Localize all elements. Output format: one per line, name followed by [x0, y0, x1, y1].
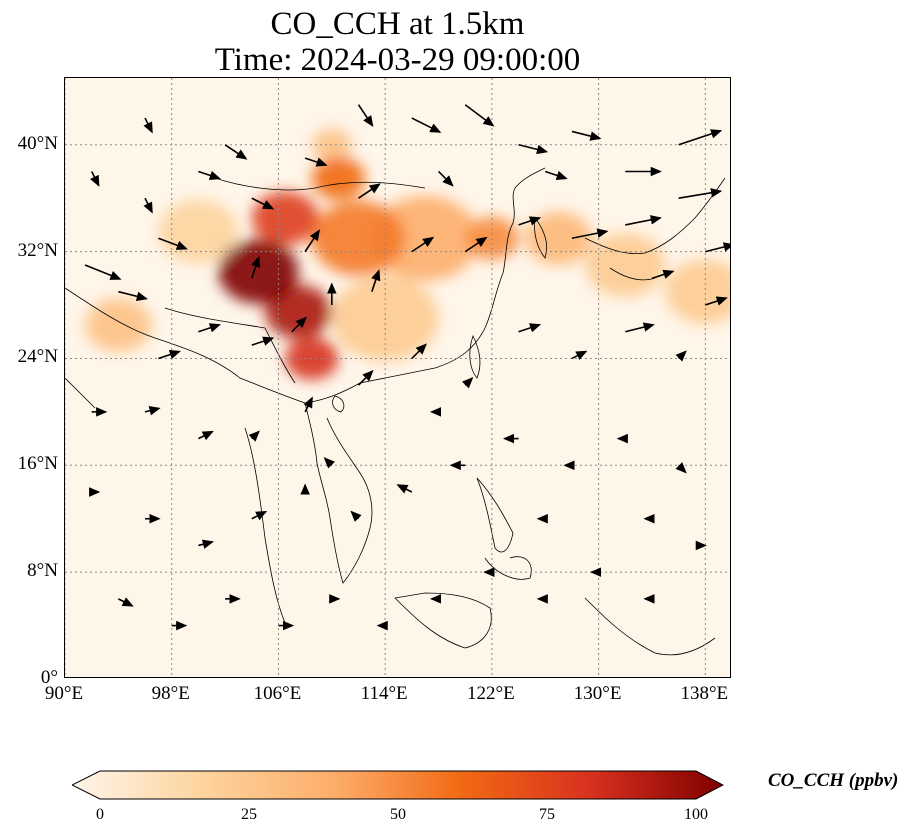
wind-arrow	[158, 349, 181, 360]
coastlines	[65, 167, 726, 656]
wind-arrow	[224, 144, 248, 160]
longitude-tick-label: 138°E	[680, 683, 729, 704]
colorbar-label: CO_CCH (ppbv)	[768, 770, 899, 791]
wind-arrow	[518, 216, 542, 226]
map-canvas	[65, 78, 730, 677]
longitude-tick-label: 90°E	[44, 683, 84, 704]
wind-arrow	[464, 104, 495, 127]
wind-arrow	[198, 430, 214, 441]
latitude-tick-label: 16°N	[17, 453, 58, 475]
wind-arrow	[357, 104, 374, 128]
wind-arrow	[304, 157, 328, 167]
map-gridlines	[65, 78, 730, 677]
concentration-field	[85, 128, 730, 380]
wind-arrow	[678, 188, 723, 199]
co-plume	[665, 259, 730, 324]
latitude-tick-label: 40°N	[17, 132, 58, 154]
wind-arrow	[323, 457, 335, 469]
wind-arrow	[198, 539, 214, 549]
wind-arrow	[143, 197, 153, 214]
colorbar-tick-label: 0	[96, 806, 104, 823]
longitude-tick-label: 130°E	[573, 683, 622, 704]
wind-arrow	[251, 197, 275, 210]
wind-arrow	[464, 236, 488, 253]
wind-arrow	[571, 350, 588, 361]
wind-arrow	[411, 117, 442, 133]
plot-timestamp: Time: 2024-03-29 09:00:00	[214, 42, 581, 78]
wind-arrow	[358, 183, 381, 199]
wind-arrow	[251, 511, 268, 521]
wind-arrow	[705, 296, 728, 306]
wind-arrow	[678, 129, 723, 146]
colorbar-tick-label: 25	[241, 806, 257, 823]
wind-arrow	[251, 255, 261, 279]
latitude-tick-label: 0°	[40, 667, 58, 688]
longitude-tick-label: 98°E	[151, 683, 190, 704]
colorbar-tick-label: 50	[390, 806, 406, 823]
wind-arrow	[625, 322, 655, 333]
wind-arrow	[144, 406, 161, 416]
wind-arrow	[705, 242, 730, 253]
co-plume	[585, 232, 666, 297]
colorbar-gradient	[72, 770, 724, 800]
wind-arrow	[462, 377, 474, 389]
co-plume	[251, 191, 319, 245]
colorbar-tick-label: 100	[684, 806, 708, 823]
plot-title: CO_CCH at 1.5km	[270, 6, 525, 42]
wind-arrow	[651, 269, 675, 280]
wind-arrow	[625, 215, 662, 226]
longitude-tick-label: 106°E	[253, 683, 302, 704]
wind-arrow	[350, 510, 362, 522]
wind-arrow	[675, 350, 687, 362]
wind-arrow	[291, 316, 307, 333]
co-plume	[265, 285, 332, 339]
wind-arrow	[118, 597, 134, 607]
wind-arrow	[675, 462, 687, 474]
wind-arrow	[304, 229, 321, 253]
wind-arrow	[84, 264, 122, 280]
wind-arrow	[396, 484, 413, 494]
wind-arrow	[357, 370, 374, 386]
wind-arrow	[518, 144, 549, 155]
wind-arrow	[571, 228, 609, 240]
latitude-tick-label: 32°N	[17, 239, 58, 261]
wind-arrow	[198, 170, 221, 181]
wind-arrow	[437, 170, 454, 187]
map-panel	[64, 77, 731, 678]
colorbar-tick-label: 75	[539, 806, 555, 823]
longitude-tick-label: 114°E	[360, 683, 408, 704]
wind-arrow	[411, 236, 435, 253]
wind-arrow	[90, 171, 100, 187]
co-plume	[218, 239, 299, 304]
wind-arrow	[118, 290, 148, 302]
longitude-tick-label: 122°E	[467, 683, 515, 704]
latitude-tick-label: 24°N	[17, 346, 58, 368]
wind-arrow	[248, 430, 260, 442]
wind-arrow	[303, 396, 313, 413]
wind-arrow	[143, 117, 153, 134]
wind-arrow	[251, 336, 275, 346]
wind-arrow	[158, 237, 188, 250]
co-plume	[85, 298, 152, 352]
colorbar	[72, 770, 724, 800]
wind-arrow	[198, 323, 221, 333]
co-plume	[311, 200, 406, 276]
wind-arrow	[411, 343, 427, 360]
wind-arrow	[544, 170, 568, 181]
wind-arrow	[371, 269, 381, 292]
wind-arrow	[571, 130, 602, 141]
latitude-tick-label: 8°N	[27, 560, 58, 582]
wind-arrow	[518, 323, 542, 333]
co-plume	[311, 156, 366, 200]
wind-vectors	[84, 104, 730, 631]
